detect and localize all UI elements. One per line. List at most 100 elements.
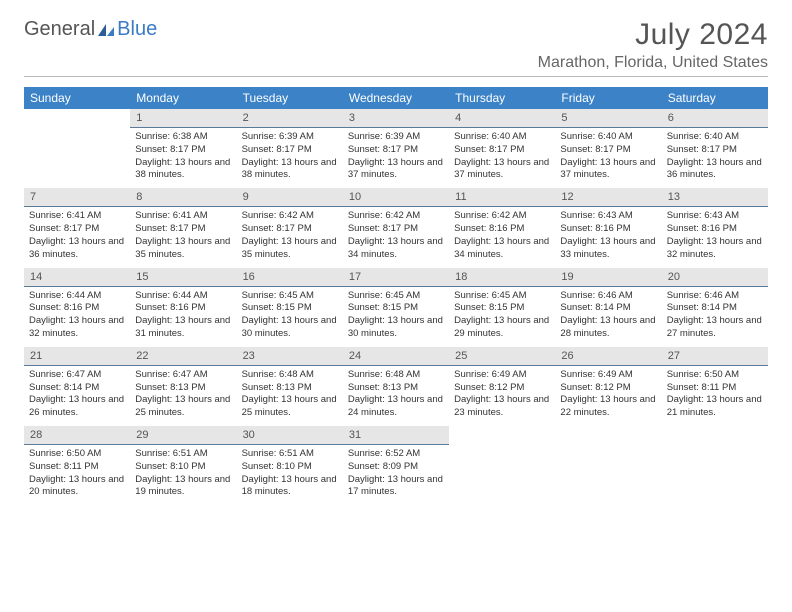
sunset-text: Sunset: 8:14 PM [29,382,125,395]
day-cell: 7Sunrise: 6:41 AMSunset: 8:17 PMDaylight… [24,188,130,267]
location: Marathon, Florida, United States [538,54,768,72]
daylight-text: Daylight: 13 hours and 25 minutes. [242,394,338,420]
sunrise-text: Sunrise: 6:41 AM [29,210,125,223]
sunrise-text: Sunrise: 6:52 AM [348,448,444,461]
day-cell: 13Sunrise: 6:43 AMSunset: 8:16 PMDayligh… [662,188,768,267]
sunset-text: Sunset: 8:16 PM [135,302,231,315]
day-cell: 31Sunrise: 6:52 AMSunset: 8:09 PMDayligh… [343,426,449,505]
day-body: Sunrise: 6:39 AMSunset: 8:17 PMDaylight:… [237,128,343,188]
daylight-text: Daylight: 13 hours and 33 minutes. [560,236,656,262]
sunset-text: Sunset: 8:17 PM [29,223,125,236]
day-cell: 26Sunrise: 6:49 AMSunset: 8:12 PMDayligh… [555,347,661,426]
day-number: 3 [343,109,449,128]
day-number: 9 [237,188,343,207]
daylight-text: Daylight: 13 hours and 35 minutes. [242,236,338,262]
day-number: 1 [130,109,236,128]
day-body: Sunrise: 6:40 AMSunset: 8:17 PMDaylight:… [662,128,768,188]
sunset-text: Sunset: 8:12 PM [560,382,656,395]
sunset-text: Sunset: 8:12 PM [454,382,550,395]
day-body: Sunrise: 6:45 AMSunset: 8:15 PMDaylight:… [449,287,555,347]
day-body: Sunrise: 6:45 AMSunset: 8:15 PMDaylight:… [343,287,449,347]
sunrise-text: Sunrise: 6:41 AM [135,210,231,223]
day-body: Sunrise: 6:51 AMSunset: 8:10 PMDaylight:… [237,445,343,505]
day-number: 29 [130,426,236,445]
weekday-label: Wednesday [343,87,449,109]
day-body: Sunrise: 6:42 AMSunset: 8:17 PMDaylight:… [343,207,449,267]
day-number: 21 [24,347,130,366]
daylight-text: Daylight: 13 hours and 24 minutes. [348,394,444,420]
day-body: Sunrise: 6:48 AMSunset: 8:13 PMDaylight:… [343,366,449,426]
day-body: Sunrise: 6:42 AMSunset: 8:17 PMDaylight:… [237,207,343,267]
day-number: 26 [555,347,661,366]
day-cell: 1Sunrise: 6:38 AMSunset: 8:17 PMDaylight… [130,109,236,188]
daylight-text: Daylight: 13 hours and 23 minutes. [454,394,550,420]
day-body: Sunrise: 6:43 AMSunset: 8:16 PMDaylight:… [555,207,661,267]
day-number: 30 [237,426,343,445]
day-number: 28 [24,426,130,445]
daylight-text: Daylight: 13 hours and 20 minutes. [29,474,125,500]
week-row: 14Sunrise: 6:44 AMSunset: 8:16 PMDayligh… [24,268,768,347]
day-number: 25 [449,347,555,366]
weekday-label: Saturday [662,87,768,109]
weekday-label: Friday [555,87,661,109]
month-title: July 2024 [538,18,768,52]
day-number: 19 [555,268,661,287]
logo: General Blue [24,18,157,41]
sunset-text: Sunset: 8:15 PM [242,302,338,315]
day-body: Sunrise: 6:42 AMSunset: 8:16 PMDaylight:… [449,207,555,267]
sunset-text: Sunset: 8:09 PM [348,461,444,474]
sunset-text: Sunset: 8:17 PM [242,144,338,157]
day-cell: 8Sunrise: 6:41 AMSunset: 8:17 PMDaylight… [130,188,236,267]
day-number: 4 [449,109,555,128]
daylight-text: Daylight: 13 hours and 37 minutes. [454,157,550,183]
day-body: Sunrise: 6:47 AMSunset: 8:14 PMDaylight:… [24,366,130,426]
day-body: Sunrise: 6:41 AMSunset: 8:17 PMDaylight:… [130,207,236,267]
sunset-text: Sunset: 8:10 PM [135,461,231,474]
daylight-text: Daylight: 13 hours and 31 minutes. [135,315,231,341]
logo-text-blue: Blue [117,18,157,41]
sunset-text: Sunset: 8:17 PM [135,144,231,157]
week-row: 28Sunrise: 6:50 AMSunset: 8:11 PMDayligh… [24,426,768,505]
sunset-text: Sunset: 8:17 PM [242,223,338,236]
sunrise-text: Sunrise: 6:51 AM [242,448,338,461]
day-cell: 27Sunrise: 6:50 AMSunset: 8:11 PMDayligh… [662,347,768,426]
sunrise-text: Sunrise: 6:42 AM [348,210,444,223]
day-body: Sunrise: 6:40 AMSunset: 8:17 PMDaylight:… [555,128,661,188]
sunset-text: Sunset: 8:17 PM [454,144,550,157]
sunset-text: Sunset: 8:11 PM [29,461,125,474]
day-body: Sunrise: 6:43 AMSunset: 8:16 PMDaylight:… [662,207,768,267]
day-number: 10 [343,188,449,207]
day-number: 7 [24,188,130,207]
day-number: 6 [662,109,768,128]
calendar: Sunday Monday Tuesday Wednesday Thursday… [24,87,768,505]
day-number: 13 [662,188,768,207]
sunrise-text: Sunrise: 6:42 AM [242,210,338,223]
day-number: 31 [343,426,449,445]
sunrise-text: Sunrise: 6:48 AM [242,369,338,382]
daylight-text: Daylight: 13 hours and 32 minutes. [29,315,125,341]
day-body: Sunrise: 6:40 AMSunset: 8:17 PMDaylight:… [449,128,555,188]
day-cell: 21Sunrise: 6:47 AMSunset: 8:14 PMDayligh… [24,347,130,426]
day-body: Sunrise: 6:51 AMSunset: 8:10 PMDaylight:… [130,445,236,505]
sunrise-text: Sunrise: 6:42 AM [454,210,550,223]
daylight-text: Daylight: 13 hours and 35 minutes. [135,236,231,262]
day-number: 15 [130,268,236,287]
day-number: 8 [130,188,236,207]
sunset-text: Sunset: 8:16 PM [29,302,125,315]
day-number: 17 [343,268,449,287]
sunset-text: Sunset: 8:16 PM [454,223,550,236]
day-cell [24,109,130,188]
logo-sail-icon [97,23,115,37]
daylight-text: Daylight: 13 hours and 38 minutes. [242,157,338,183]
sunrise-text: Sunrise: 6:43 AM [667,210,763,223]
sunset-text: Sunset: 8:17 PM [348,223,444,236]
sunset-text: Sunset: 8:16 PM [560,223,656,236]
day-body: Sunrise: 6:48 AMSunset: 8:13 PMDaylight:… [237,366,343,426]
day-body: Sunrise: 6:46 AMSunset: 8:14 PMDaylight:… [662,287,768,347]
daylight-text: Daylight: 13 hours and 18 minutes. [242,474,338,500]
day-cell: 5Sunrise: 6:40 AMSunset: 8:17 PMDaylight… [555,109,661,188]
day-cell: 29Sunrise: 6:51 AMSunset: 8:10 PMDayligh… [130,426,236,505]
daylight-text: Daylight: 13 hours and 34 minutes. [348,236,444,262]
sunset-text: Sunset: 8:15 PM [454,302,550,315]
sunset-text: Sunset: 8:11 PM [667,382,763,395]
